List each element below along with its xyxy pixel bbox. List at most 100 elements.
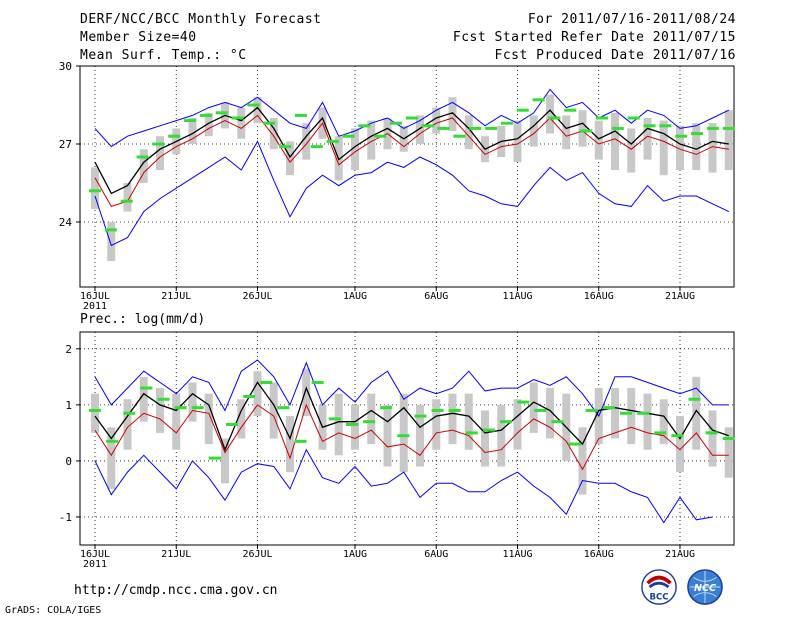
- prec-min-line: [94, 448, 713, 524]
- temp-spread-box: [237, 107, 246, 139]
- prec-obs-marker: [654, 431, 667, 435]
- prec-spread-box: [221, 438, 229, 484]
- temp-spread-box: [611, 112, 619, 170]
- prec-obs-marker: [208, 456, 221, 460]
- temp-obs-marker: [120, 199, 133, 203]
- prec-spread-box: [351, 404, 359, 450]
- temp-obs-marker: [706, 126, 719, 130]
- temp-obs-marker: [168, 134, 181, 138]
- prec-spread-box: [367, 393, 376, 445]
- prec-spread-box: [123, 399, 132, 450]
- temp-spread-box: [627, 128, 636, 173]
- prec-spread-box: [172, 393, 181, 450]
- prec-ytick-label: 2: [65, 343, 72, 356]
- prec-xtick-label: 21JUL: [161, 549, 191, 560]
- prec-spread-box: [708, 410, 717, 467]
- temp-obs-marker: [675, 134, 688, 138]
- temp-xtick-label: 16JUL: [80, 291, 110, 302]
- prec-spread-box: [578, 427, 587, 495]
- temp-min-line: [94, 140, 730, 247]
- temp-obs-marker: [152, 142, 165, 146]
- prec-obs-marker: [174, 406, 187, 410]
- prec-obs-marker: [397, 434, 410, 438]
- temp-max-line: [94, 88, 730, 148]
- prec-ytick-label: 0: [65, 455, 72, 468]
- prec-spread-box: [334, 393, 343, 456]
- prec-obs-marker: [277, 406, 290, 410]
- temp-spread-box: [546, 94, 554, 134]
- temp-obs-marker: [184, 119, 197, 123]
- bcc-logo: BCC: [641, 569, 677, 605]
- prec-obs-marker: [140, 386, 153, 390]
- temp-obs-marker: [564, 108, 577, 112]
- temp-obs-marker: [263, 121, 276, 125]
- temp-obs-marker: [199, 113, 212, 117]
- prec-obs-marker: [431, 408, 444, 412]
- bcc-logo-text: BCC: [649, 592, 668, 602]
- temp-spread-box: [562, 115, 571, 150]
- prec-ytick-label: -1: [59, 511, 72, 524]
- prec-obs-marker: [414, 414, 427, 418]
- temp-spread-box: [107, 222, 116, 261]
- temp-mean-line: [94, 106, 729, 195]
- prec-obs-marker: [722, 437, 735, 440]
- temp-year-label: 2011: [83, 301, 107, 312]
- prec-obs-marker: [619, 411, 632, 415]
- prec-spread-box: [676, 416, 684, 473]
- prec-spread-box: [659, 399, 668, 445]
- prec-obs-marker: [106, 439, 119, 443]
- prec-obs-marker: [568, 442, 581, 446]
- temp-spread-box: [432, 107, 441, 134]
- prec-spread-box: [204, 393, 213, 445]
- header-left-line-3: Mean Surf. Temp.: °C: [80, 48, 247, 63]
- prec-spread-box: [302, 368, 311, 417]
- temp-xtick-label: 21JUL: [161, 291, 191, 302]
- temp-xtick-label: 21AUG: [665, 291, 695, 302]
- header-right-line-2: Fcst Started Refer Date 2011/07/15: [452, 30, 736, 45]
- temp-obs-marker: [215, 111, 228, 115]
- prec-spread-box: [611, 388, 619, 439]
- prec-obs-marker: [191, 406, 204, 410]
- temp-spread-box: [286, 141, 294, 176]
- temp-obs-marker: [548, 116, 561, 120]
- temp-spread-box: [594, 120, 603, 160]
- prec-obs-marker: [637, 411, 650, 415]
- prec-spread-box: [529, 382, 538, 433]
- temp-spread-box: [302, 123, 311, 160]
- temp-spread-box: [464, 115, 473, 150]
- temp-obs-marker: [611, 126, 624, 130]
- prec-spread-box: [497, 404, 506, 467]
- temp-obs-marker: [580, 129, 593, 133]
- temp-obs-marker: [691, 132, 704, 136]
- temp-obs-marker: [469, 126, 482, 130]
- prec-spread-box: [107, 427, 116, 489]
- prec-obs-marker: [448, 408, 461, 412]
- temp-obs-marker: [627, 116, 640, 120]
- grads-credit: GrADS: COLA/IGES: [5, 605, 102, 616]
- prec-ctrl-line: [94, 403, 729, 471]
- prec-obs-marker: [260, 380, 273, 384]
- prec-spread-box: [724, 427, 733, 478]
- header-right-line-3: Fcst Produced Date 2011/07/16: [494, 48, 736, 63]
- footer-url[interactable]: http://cmdp.ncc.cma.gov.cn: [74, 583, 278, 598]
- prec-obs-marker: [705, 431, 718, 435]
- prec-obs-marker: [551, 420, 564, 424]
- prec-obs-marker: [311, 380, 324, 384]
- prec-spread-box: [399, 393, 408, 473]
- temp-spread-box: [156, 136, 164, 170]
- prec-spread-box: [91, 393, 99, 433]
- temp-obs-marker: [437, 126, 450, 130]
- prec-spread-box: [139, 376, 148, 422]
- prec-obs-marker: [226, 422, 239, 426]
- temp-spread-box: [676, 125, 684, 170]
- prec-xtick-label: 26JUL: [242, 549, 272, 560]
- temp-xtick-label: 16AUG: [584, 291, 614, 302]
- temp-obs-marker: [516, 108, 529, 112]
- temp-obs-marker: [722, 126, 735, 130]
- temp-obs-marker: [643, 124, 656, 128]
- temp-spread-box: [513, 120, 522, 163]
- prec-spread-box: [156, 388, 164, 433]
- temp-spread-box: [139, 149, 148, 183]
- temp-obs-marker: [294, 113, 307, 117]
- prec-obs-marker: [500, 420, 513, 424]
